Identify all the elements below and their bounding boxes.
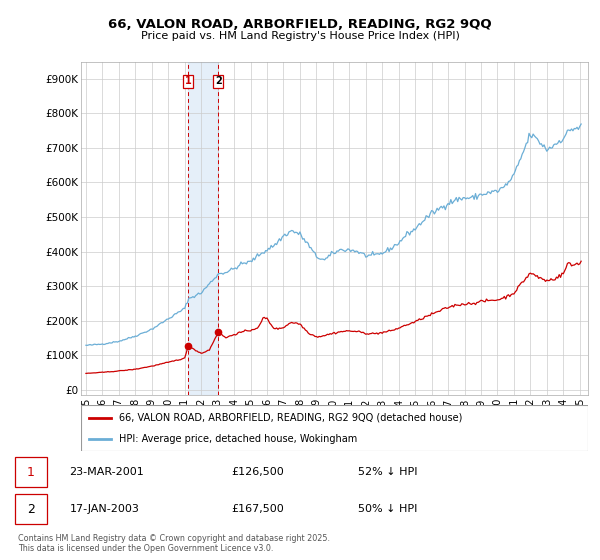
FancyBboxPatch shape	[81, 405, 588, 451]
Text: Price paid vs. HM Land Registry's House Price Index (HPI): Price paid vs. HM Land Registry's House …	[140, 31, 460, 41]
Text: 66, VALON ROAD, ARBORFIELD, READING, RG2 9QQ: 66, VALON ROAD, ARBORFIELD, READING, RG2…	[108, 18, 492, 31]
FancyBboxPatch shape	[15, 494, 47, 524]
Text: 1: 1	[27, 465, 35, 479]
Text: 23-MAR-2001: 23-MAR-2001	[70, 467, 145, 477]
Text: 52% ↓ HPI: 52% ↓ HPI	[358, 467, 417, 477]
Text: £167,500: £167,500	[231, 504, 284, 514]
Text: 50% ↓ HPI: 50% ↓ HPI	[358, 504, 417, 514]
Text: 17-JAN-2003: 17-JAN-2003	[70, 504, 139, 514]
Text: 66, VALON ROAD, ARBORFIELD, READING, RG2 9QQ (detached house): 66, VALON ROAD, ARBORFIELD, READING, RG2…	[119, 413, 463, 423]
Text: Contains HM Land Registry data © Crown copyright and database right 2025.
This d: Contains HM Land Registry data © Crown c…	[18, 534, 330, 553]
FancyBboxPatch shape	[15, 458, 47, 487]
Text: 2: 2	[27, 502, 35, 516]
Text: HPI: Average price, detached house, Wokingham: HPI: Average price, detached house, Woki…	[119, 435, 357, 444]
Text: £126,500: £126,500	[231, 467, 284, 477]
Text: 1: 1	[185, 76, 192, 86]
Bar	[188, 62, 218, 395]
Text: 2: 2	[215, 76, 221, 86]
